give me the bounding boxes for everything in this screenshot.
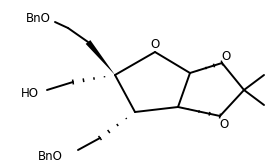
- Text: O: O: [221, 49, 231, 63]
- Text: HO: HO: [21, 86, 39, 99]
- Text: BnO: BnO: [38, 151, 62, 164]
- Text: O: O: [219, 118, 229, 130]
- Text: BnO: BnO: [25, 11, 50, 25]
- Text: O: O: [150, 38, 160, 50]
- Polygon shape: [86, 40, 115, 75]
